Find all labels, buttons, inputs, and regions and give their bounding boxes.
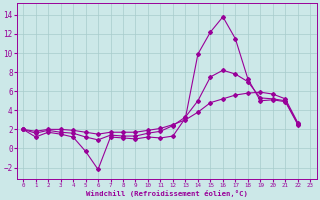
X-axis label: Windchill (Refroidissement éolien,°C): Windchill (Refroidissement éolien,°C) xyxy=(86,190,248,197)
